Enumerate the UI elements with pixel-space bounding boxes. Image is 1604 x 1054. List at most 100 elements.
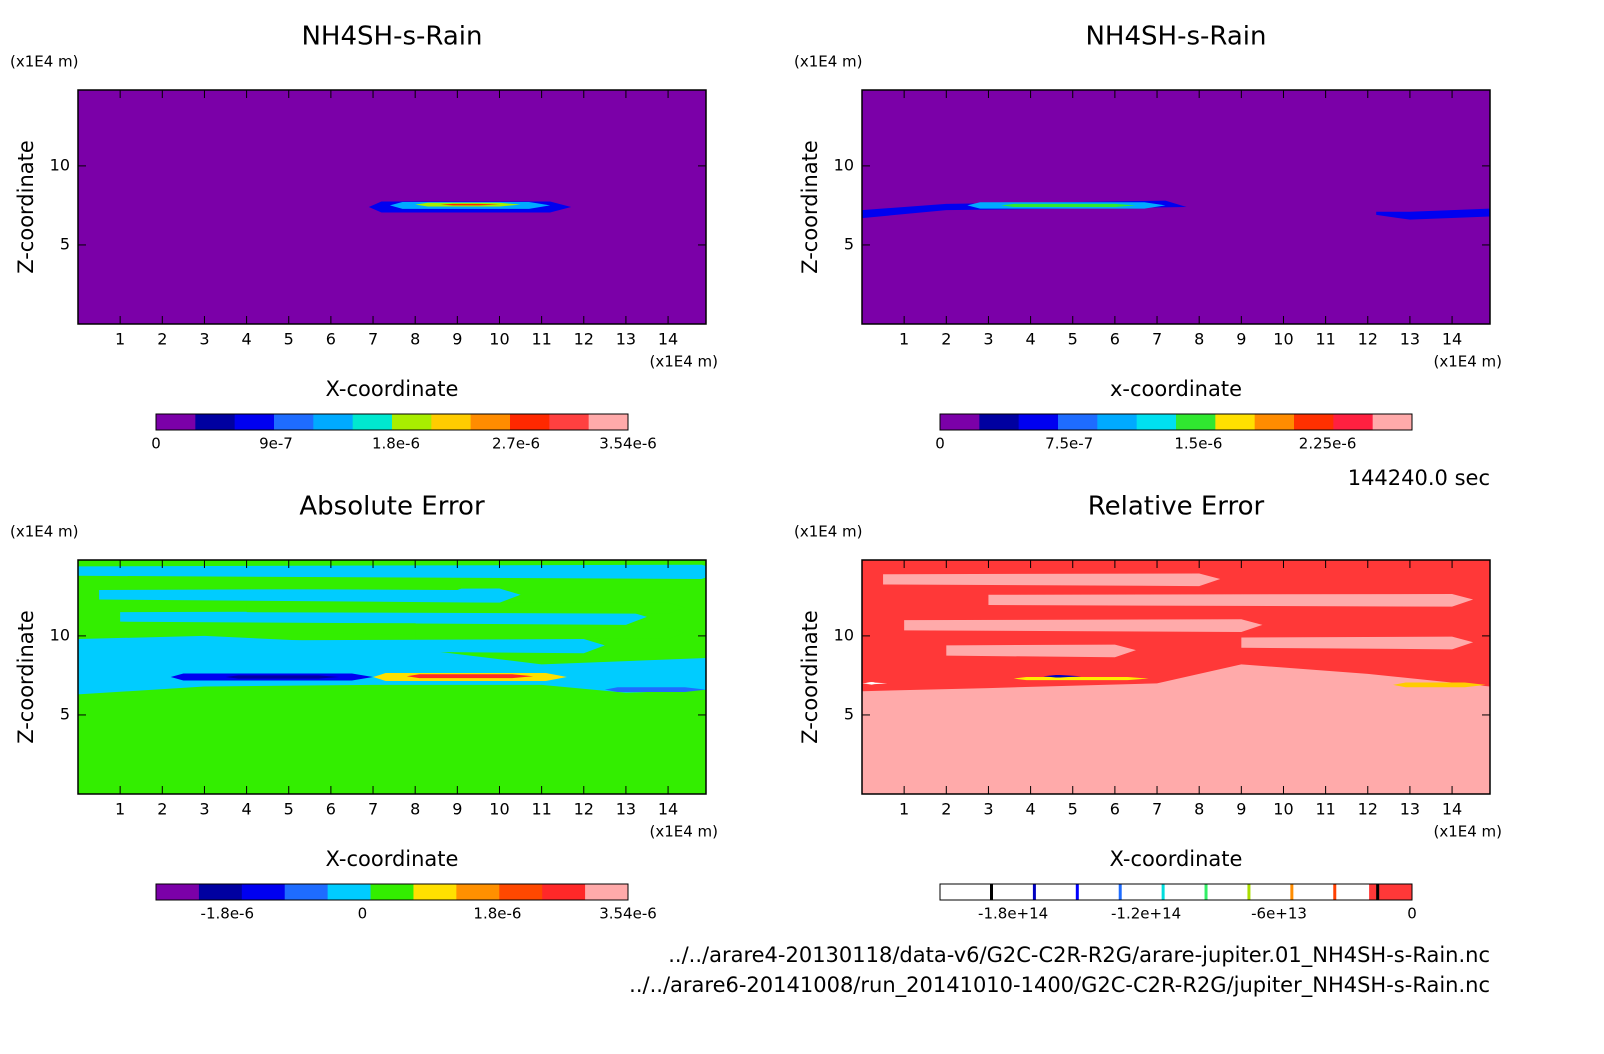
colorbar-cell: [274, 414, 314, 430]
y-axis-label: Z-coordinate: [14, 140, 38, 274]
x-tick-label: 9: [452, 800, 462, 819]
colorbar-tick-label: 3.54e-6: [599, 905, 657, 923]
x-tick-label: 11: [531, 330, 551, 349]
panel-title: Relative Error: [1088, 492, 1265, 522]
colorbar-cell: [1283, 884, 1327, 900]
y-unit: (x1E4 m): [10, 523, 79, 541]
colorbar-tick-label: 0: [358, 905, 368, 923]
colorbar-cell: [1333, 414, 1374, 430]
x-tick-label: 7: [368, 800, 378, 819]
contour-region: [225, 675, 340, 679]
y-axis-label: Z-coordinate: [798, 140, 822, 274]
panel-title: NH4SH-s-Rain: [301, 22, 482, 52]
x-tick-label: 4: [241, 800, 251, 819]
x-unit: (x1E4 m): [649, 823, 718, 841]
x-tick-label: 7: [368, 330, 378, 349]
panel-title: NH4SH-s-Rain: [1085, 22, 1266, 52]
x-tick-label: 7: [1152, 800, 1162, 819]
x-tick-label: 11: [531, 800, 551, 819]
x-unit: (x1E4 m): [1433, 823, 1502, 841]
colorbar-cell: [1018, 414, 1059, 430]
contour-region: [99, 588, 521, 603]
x-tick-label: 7: [1152, 330, 1162, 349]
x-tick-label: 13: [616, 330, 636, 349]
colorbar-cell: [234, 414, 275, 430]
contour-region: [862, 682, 888, 685]
x-tick-label: 5: [284, 800, 294, 819]
y-unit: (x1E4 m): [794, 523, 863, 541]
colorbar-cell: [413, 884, 457, 900]
x-tick-label: 13: [1400, 330, 1420, 349]
colorbar-cell: [1176, 414, 1216, 430]
colorbar-cell: [1215, 414, 1256, 430]
x-tick-label: 14: [1442, 330, 1462, 349]
colorbar-cell: [1372, 414, 1413, 430]
x-tick-label: 14: [1442, 800, 1462, 819]
colorbar-cell: [542, 884, 586, 900]
colorbar-cell: [241, 884, 286, 900]
plot-frame: [77, 559, 707, 795]
x-tick-label: 12: [1358, 800, 1378, 819]
contour-region: [1241, 636, 1474, 650]
contour-region: [1013, 677, 1149, 681]
x-tick-label: 10: [1273, 330, 1293, 349]
colorbar-tick-label: 1.8e-6: [473, 905, 521, 923]
x-tick-label: 2: [157, 330, 167, 349]
x-tick-label: 13: [616, 800, 636, 819]
colorbar-tick-label: 2.7e-6: [492, 435, 540, 453]
y-tick-label: 10: [834, 625, 854, 644]
colorbar-cell: [940, 884, 984, 900]
x-tick-label: 1: [115, 330, 125, 349]
x-unit: (x1E4 m): [1433, 353, 1502, 371]
x-tick-label: 3: [983, 330, 993, 349]
colorbar-cell: [156, 884, 200, 900]
colorbar-cell: [198, 884, 243, 900]
x-tick-label: 8: [410, 800, 420, 819]
x-tick-label: 1: [115, 800, 125, 819]
plot-frame: [861, 89, 1491, 325]
colorbar-cell: [1326, 884, 1370, 900]
colorbar-cell: [284, 884, 329, 900]
y-tick-label: 5: [60, 704, 70, 723]
colorbar-cell: [327, 884, 372, 900]
contour-field: [78, 560, 706, 794]
contour-region: [78, 564, 706, 579]
colorbar-tick-label: 7.5e-7: [1045, 435, 1093, 453]
contour-region: [1376, 208, 1490, 220]
colorbar-cell: [1058, 414, 1098, 430]
x-axis-label: x-coordinate: [1110, 377, 1242, 401]
colorbar-cell: [156, 414, 196, 430]
colorbar-frame: [939, 883, 1413, 901]
contour-region: [415, 627, 685, 640]
file-path: ../../arare4-20130118/data-v6/G2C-C2R-R2…: [668, 943, 1490, 968]
colorbar-tick-label: -1.8e+14: [978, 905, 1048, 923]
colorbar-tick-label: -6e+13: [1251, 905, 1307, 923]
colorbar-cell: [392, 414, 432, 430]
x-tick-label: 8: [1194, 330, 1204, 349]
y-tick-label: 10: [50, 155, 70, 174]
x-tick-label: 5: [284, 330, 294, 349]
colorbar-cell: [470, 414, 511, 430]
x-tick-label: 3: [199, 800, 209, 819]
colorbar-cell: [1369, 884, 1413, 900]
x-tick-label: 1: [899, 800, 909, 819]
contour-region: [604, 687, 706, 693]
x-tick-label: 8: [410, 330, 420, 349]
colorbar-cell: [1154, 884, 1198, 900]
contour-region: [1001, 203, 1136, 207]
colorbar-cell: [1197, 884, 1241, 900]
contour-region: [904, 619, 1263, 632]
x-tick-label: 4: [1025, 330, 1035, 349]
colorbar-cell: [499, 884, 543, 900]
colorbar-cell: [1111, 884, 1156, 900]
contour-region: [406, 674, 534, 679]
contour-region: [120, 623, 433, 635]
colorbar-tick-label: 0: [935, 435, 945, 453]
x-tick-label: 9: [452, 330, 462, 349]
colorbar-cell: [313, 414, 354, 430]
colorbar-tick-label: 0: [151, 435, 161, 453]
colorbar-cell: [1136, 414, 1177, 430]
colorbar-cell: [1240, 884, 1284, 900]
x-tick-label: 9: [1236, 330, 1246, 349]
